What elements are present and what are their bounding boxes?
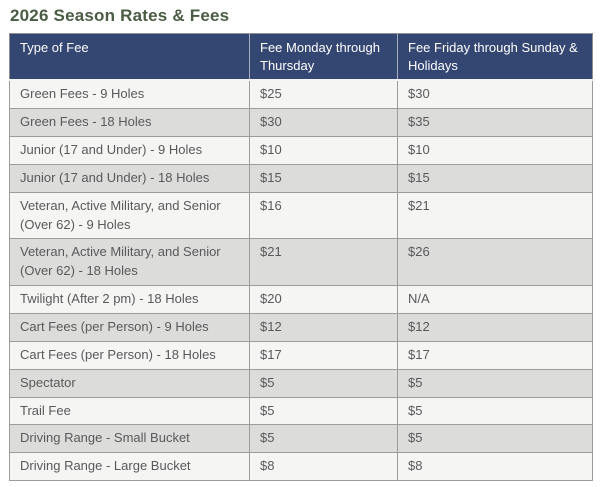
fee-type-cell: Trail Fee xyxy=(9,396,250,426)
weekday-fee-cell: $10 xyxy=(249,136,398,165)
weekend-fee-cell: $5 xyxy=(397,396,593,426)
header-row: Type of Fee Fee Monday through Thursday … xyxy=(9,33,593,82)
table-row: Green Fees - 9 Holes $25 $30 xyxy=(9,79,593,110)
weekend-fee-cell: $10 xyxy=(397,136,593,165)
col-header-weekday-fee: Fee Monday through Thursday xyxy=(249,33,398,82)
table-row: Junior (17 and Under) - 9 Holes $10 $10 xyxy=(9,136,593,165)
fee-type-cell: Cart Fees (per Person) - 9 Holes xyxy=(9,312,250,342)
weekend-fee-cell: $12 xyxy=(397,312,593,342)
col-header-type-of-fee: Type of Fee xyxy=(9,33,250,82)
weekday-fee-cell: $17 xyxy=(249,340,398,370)
fee-type-cell: Spectator xyxy=(9,368,250,398)
weekend-fee-cell: $17 xyxy=(397,340,593,370)
weekend-fee-cell: $21 xyxy=(397,191,593,240)
table-row: Cart Fees (per Person) - 9 Holes $12 $12 xyxy=(9,312,593,342)
weekday-fee-cell: $16 xyxy=(249,191,398,240)
table-row: Twilight (After 2 pm) - 18 Holes $20 N/A xyxy=(9,285,593,314)
table-row: Veteran, Active Military, and Senior (Ov… xyxy=(9,191,593,240)
fee-type-cell: Junior (17 and Under) - 9 Holes xyxy=(9,136,250,165)
table-row: Green Fees - 18 Holes $30 $35 xyxy=(9,108,593,138)
weekend-fee-cell: $35 xyxy=(397,108,593,138)
weekday-fee-cell: $30 xyxy=(249,108,398,138)
weekend-fee-cell: $30 xyxy=(397,79,593,110)
fee-type-cell: Veteran, Active Military, and Senior (Ov… xyxy=(9,238,250,287)
page-title: 2026 Season Rates & Fees xyxy=(10,6,230,25)
weekday-fee-cell: $5 xyxy=(249,368,398,398)
weekend-fee-cell: $5 xyxy=(397,368,593,398)
weekday-fee-cell: $8 xyxy=(249,452,398,482)
fee-type-cell: Twilight (After 2 pm) - 18 Holes xyxy=(9,285,250,314)
fee-type-cell: Green Fees - 18 Holes xyxy=(9,108,250,138)
table-row: Junior (17 and Under) - 18 Holes $15 $15 xyxy=(9,163,593,193)
weekend-fee-cell: $26 xyxy=(397,238,593,287)
fee-type-cell: Junior (17 and Under) - 18 Holes xyxy=(9,163,250,193)
table-row: Cart Fees (per Person) - 18 Holes $17 $1… xyxy=(9,340,593,370)
weekend-fee-cell: N/A xyxy=(397,285,593,314)
weekday-fee-cell: $5 xyxy=(249,396,398,426)
col-header-weekend-fee: Fee Friday through Sunday & Holidays xyxy=(397,33,593,82)
weekend-fee-cell: $5 xyxy=(397,424,593,454)
weekday-fee-cell: $25 xyxy=(249,79,398,110)
weekend-fee-cell: $8 xyxy=(397,452,593,482)
table-row: Spectator $5 $5 xyxy=(9,368,593,398)
table-row: Driving Range - Small Bucket $5 $5 xyxy=(9,424,593,454)
weekend-fee-cell: $15 xyxy=(397,163,593,193)
rates-table: Type of Fee Fee Monday through Thursday … xyxy=(9,33,593,482)
fee-type-cell: Veteran, Active Military, and Senior (Ov… xyxy=(9,191,250,240)
fee-type-cell: Driving Range - Small Bucket xyxy=(9,424,250,454)
weekday-fee-cell: $15 xyxy=(249,163,398,193)
table-row: Trail Fee $5 $5 xyxy=(9,396,593,426)
weekday-fee-cell: $20 xyxy=(249,285,398,314)
fee-type-cell: Cart Fees (per Person) - 18 Holes xyxy=(9,340,250,370)
weekday-fee-cell: $21 xyxy=(249,238,398,287)
table-row: Driving Range - Large Bucket $8 $8 xyxy=(9,452,593,482)
weekday-fee-cell: $5 xyxy=(249,424,398,454)
fee-type-cell: Green Fees - 9 Holes xyxy=(9,79,250,110)
fee-type-cell: Driving Range - Large Bucket xyxy=(9,452,250,482)
weekday-fee-cell: $12 xyxy=(249,312,398,342)
table-row: Veteran, Active Military, and Senior (Ov… xyxy=(9,238,593,287)
